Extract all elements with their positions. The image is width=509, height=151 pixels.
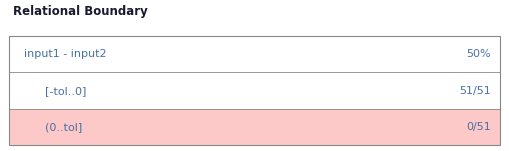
Text: 0/51: 0/51 <box>466 122 491 132</box>
Bar <box>9 109 500 145</box>
Text: Relational Boundary: Relational Boundary <box>13 5 148 18</box>
Text: (0..tol]: (0..tol] <box>45 122 82 132</box>
Text: 51/51: 51/51 <box>459 86 491 96</box>
Bar <box>9 36 500 145</box>
Text: input1 - input2: input1 - input2 <box>24 49 107 59</box>
Bar <box>9 72 500 109</box>
Bar <box>9 36 500 72</box>
Bar <box>9 36 500 145</box>
Text: 50%: 50% <box>466 49 491 59</box>
Text: [-tol..0]: [-tol..0] <box>45 86 86 96</box>
